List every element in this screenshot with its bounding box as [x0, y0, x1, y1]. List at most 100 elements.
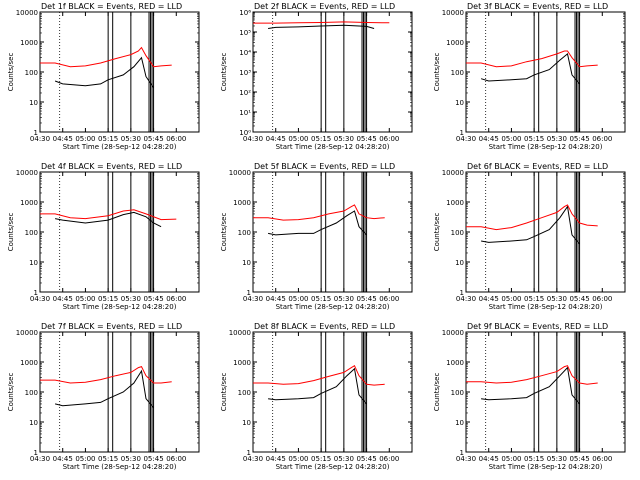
x-tick-label: 05:30	[547, 295, 567, 303]
y-tick-label: 10²	[239, 89, 251, 97]
y-tick-label: 1	[247, 449, 251, 457]
x-tick-label: 04:30	[456, 295, 476, 303]
x-tick-label: 05:30	[547, 135, 567, 143]
y-tick-label: 10000	[16, 9, 38, 17]
y-tick-label: 10⁴	[239, 49, 251, 57]
x-tick-label: 04:30	[243, 295, 263, 303]
series-events	[480, 52, 580, 85]
x-tick-label: 05:00	[75, 295, 95, 303]
plot-frame	[39, 171, 200, 293]
x-tick-label: 05:30	[121, 135, 141, 143]
panel-title: Det 9f BLACK = Events, RED = LLD	[467, 322, 608, 331]
y-tick-label: 10000	[442, 329, 464, 337]
y-tick-label: 10	[455, 419, 464, 427]
y-tick-label: 10	[455, 259, 464, 267]
y-tick-label: 1	[34, 129, 38, 137]
series-lld	[466, 204, 598, 231]
y-tick-label: 10³	[239, 69, 251, 77]
x-axis-label: Start Time (28-Sep-12 04:28:20)	[276, 143, 390, 151]
panel-det-9: Det 9f BLACK = Events, RED = LLD 1 10 100 10…	[433, 322, 626, 471]
x-tick-label: 06:00	[166, 295, 186, 303]
x-axis-label: Start Time (28-Sep-12 04:28:20)	[489, 303, 603, 311]
x-tick-label: 05:15	[524, 135, 544, 143]
panel-title: Det 6f BLACK = Events, RED = LLD	[467, 162, 608, 171]
y-axis-label: Counts/sec	[7, 373, 15, 412]
series-events	[481, 205, 580, 245]
y-axis-label: Counts/sec	[433, 53, 441, 92]
x-tick-label: 06:00	[379, 295, 399, 303]
series-lld	[40, 209, 177, 221]
x-axis-label: Start Time (28-Sep-12 04:28:20)	[276, 303, 390, 311]
plot-frame	[39, 331, 200, 453]
y-tick-label: 1	[34, 289, 38, 297]
x-tick-label: 05:45	[569, 295, 589, 303]
plot-frame	[252, 171, 413, 293]
x-tick-label: 05:15	[311, 295, 331, 303]
plot-frame	[39, 11, 200, 133]
y-tick-label: 10⁰	[239, 129, 251, 137]
y-tick-label: 1	[247, 289, 251, 297]
y-tick-label: 10	[29, 99, 38, 107]
y-axis-label: Counts/sec	[433, 373, 441, 412]
x-tick-label: 04:30	[243, 135, 263, 143]
series-events	[268, 367, 367, 405]
y-tick-label: 1000	[233, 199, 251, 207]
y-tick-label: 10000	[229, 329, 251, 337]
x-tick-label: 04:30	[30, 295, 50, 303]
panel-det-3: Det 3f BLACK = Events, RED = LLD 1 10 100 10…	[433, 2, 626, 151]
y-tick-label: 10⁵	[239, 29, 251, 37]
y-axis-label: Counts/sec	[220, 373, 228, 412]
series-lld	[466, 50, 598, 68]
x-tick-label: 05:00	[288, 455, 308, 463]
x-tick-label: 05:30	[121, 455, 141, 463]
y-tick-label: 1	[460, 289, 464, 297]
x-tick-label: 05:00	[288, 135, 308, 143]
series-events	[55, 211, 162, 228]
series-events	[268, 210, 367, 236]
y-tick-label: 100	[451, 69, 464, 77]
x-tick-label: 06:00	[166, 455, 186, 463]
x-tick-label: 05:15	[524, 295, 544, 303]
x-tick-label: 05:15	[311, 135, 331, 143]
y-tick-label: 10000	[442, 9, 464, 17]
x-tick-label: 05:45	[569, 455, 589, 463]
x-tick-label: 05:15	[98, 455, 118, 463]
y-tick-label: 10000	[229, 169, 251, 177]
x-tick-label: 06:00	[592, 135, 612, 143]
panel-title: Det 1f BLACK = Events, RED = LLD	[41, 2, 182, 11]
x-tick-label: 04:30	[243, 455, 263, 463]
plot-frame	[252, 11, 413, 133]
x-axis-label: Start Time (28-Sep-12 04:28:20)	[276, 463, 390, 471]
series-lld	[253, 364, 385, 386]
series-events	[268, 24, 375, 29]
y-tick-label: 1000	[446, 199, 464, 207]
x-tick-label: 05:15	[524, 455, 544, 463]
y-axis-label: Counts/sec	[220, 53, 228, 92]
x-tick-label: 05:15	[311, 455, 331, 463]
y-tick-label: 10⁶	[239, 9, 251, 17]
plot-frame	[465, 331, 626, 453]
panel-det-2: Det 2f BLACK = Events, RED = LLD 10⁰ 10¹ 10…	[220, 2, 413, 151]
x-tick-label: 04:45	[53, 135, 73, 143]
x-tick-label: 05:00	[501, 455, 521, 463]
x-tick-label: 05:15	[98, 295, 118, 303]
x-tick-label: 04:45	[479, 455, 499, 463]
x-tick-label: 05:45	[356, 135, 376, 143]
series-lld	[40, 46, 172, 68]
panel-det-6: Det 6f BLACK = Events, RED = LLD 1 10 100 10…	[433, 162, 626, 311]
x-tick-label: 04:45	[266, 295, 286, 303]
x-axis-label: Start Time (28-Sep-12 04:28:20)	[63, 303, 177, 311]
panel-title: Det 4f BLACK = Events, RED = LLD	[41, 162, 182, 171]
y-tick-label: 1000	[20, 39, 38, 47]
panel-title: Det 5f BLACK = Events, RED = LLD	[254, 162, 395, 171]
series-lld	[466, 365, 598, 385]
x-tick-label: 05:00	[501, 135, 521, 143]
series-lld	[40, 365, 172, 384]
y-tick-label: 1000	[233, 359, 251, 367]
y-tick-label: 10	[29, 259, 38, 267]
panel-title: Det 3f BLACK = Events, RED = LLD	[467, 2, 608, 11]
x-tick-label: 04:45	[53, 295, 73, 303]
x-tick-label: 06:00	[379, 135, 399, 143]
y-axis-label: Counts/sec	[433, 213, 441, 252]
